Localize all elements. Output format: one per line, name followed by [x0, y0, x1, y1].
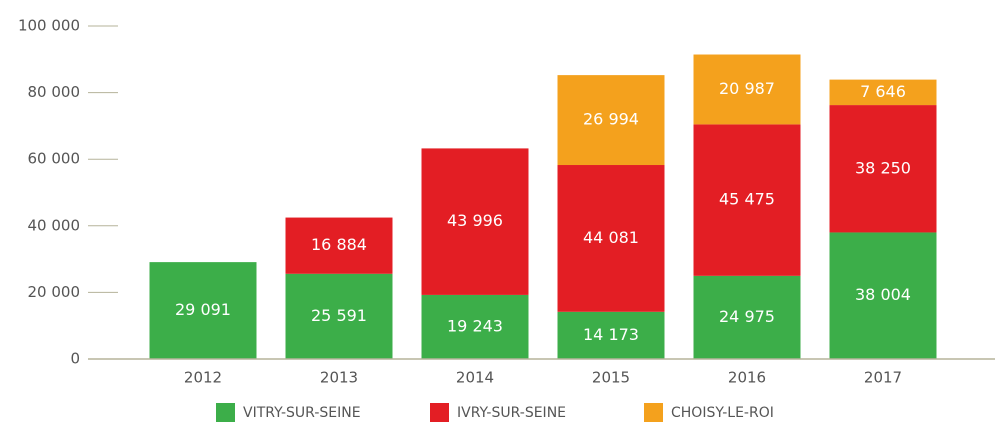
value-label: 20 987 — [719, 79, 775, 98]
legend-swatch — [430, 403, 449, 422]
x-tick-label: 2017 — [864, 369, 902, 387]
value-label: 16 884 — [311, 235, 367, 254]
value-label: 38 004 — [855, 285, 911, 304]
legend-label: IVRY-SUR-SEINE — [457, 405, 566, 421]
bar-segment — [693, 124, 801, 276]
bar-segment — [693, 54, 801, 125]
x-tick-label: 2016 — [728, 369, 766, 387]
bar-segment — [285, 273, 393, 359]
bar-segment — [829, 232, 937, 359]
y-tick-label: 60 000 — [28, 150, 81, 168]
value-label: 24 975 — [719, 307, 775, 326]
y-tick-label: 40 000 — [28, 216, 81, 234]
legend-swatch — [216, 403, 235, 422]
y-tick-label: 100 000 — [18, 17, 80, 35]
bar-segment — [421, 294, 529, 359]
bar-segment — [557, 75, 665, 166]
bar-segment — [829, 105, 937, 233]
x-tick-label: 2014 — [456, 369, 494, 387]
y-tick-label: 80 000 — [28, 83, 81, 101]
value-label: 14 173 — [583, 325, 639, 344]
x-tick-label: 2015 — [592, 369, 630, 387]
legend-label: CHOISY-LE-ROI — [671, 405, 774, 421]
bar-segment — [829, 79, 937, 106]
value-label: 43 996 — [447, 211, 503, 230]
value-label: 26 994 — [583, 110, 639, 129]
bar-segment — [421, 148, 529, 295]
x-tick-label: 2012 — [184, 369, 222, 387]
value-label: 44 081 — [583, 228, 639, 247]
value-label: 45 475 — [719, 190, 775, 209]
bar-segment — [285, 217, 393, 274]
y-tick-label: 20 000 — [28, 283, 81, 301]
bar-segment — [149, 262, 257, 359]
value-label: 7 646 — [860, 82, 906, 101]
bar-segment — [693, 275, 801, 359]
bar-segment — [557, 311, 665, 359]
legend-label: VITRY-SUR-SEINE — [243, 405, 361, 421]
value-label: 38 250 — [855, 158, 911, 177]
value-label: 25 591 — [311, 306, 367, 325]
value-label: 19 243 — [447, 316, 503, 335]
legend-swatch — [644, 403, 663, 422]
value-label: 29 091 — [175, 300, 231, 319]
y-tick-label: 0 — [70, 350, 80, 368]
x-tick-label: 2013 — [320, 369, 358, 387]
bar-segment — [557, 165, 665, 312]
